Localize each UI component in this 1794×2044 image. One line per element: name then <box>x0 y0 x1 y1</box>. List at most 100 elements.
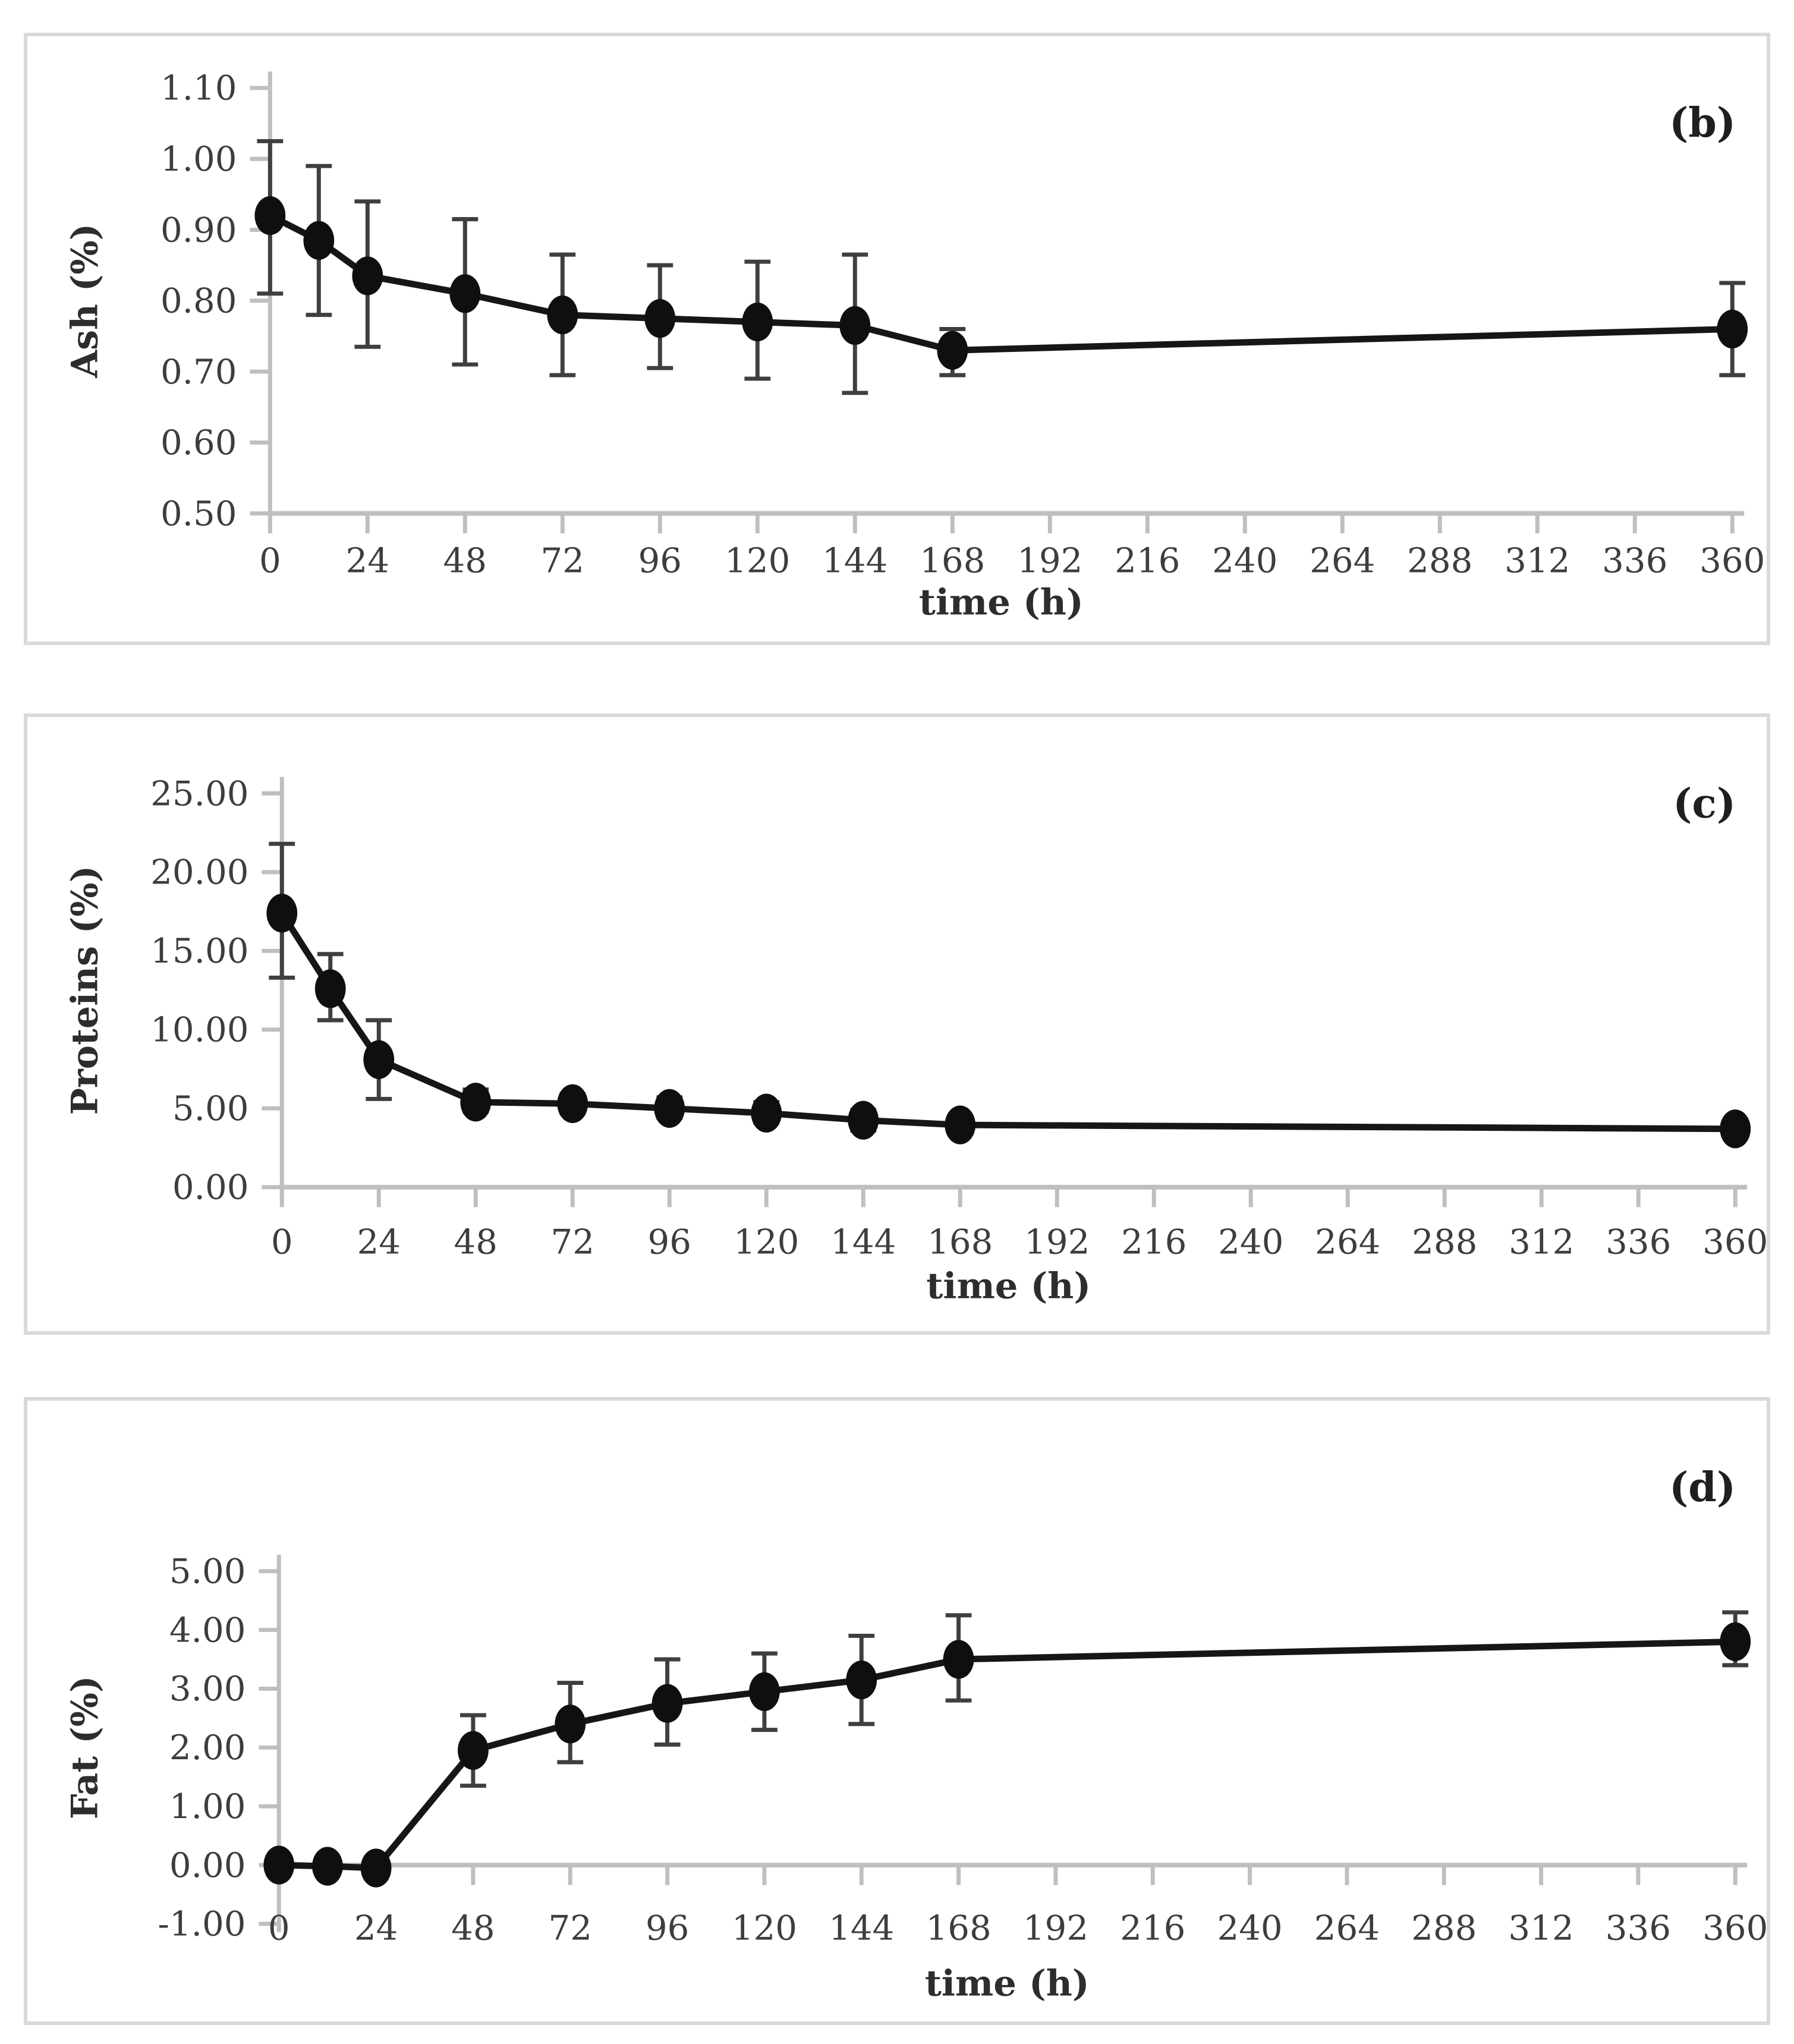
chart-b-y-axis-title: Ash (%) <box>64 224 106 379</box>
x-tick-label: 360 <box>1702 1908 1767 1948</box>
data-point <box>352 256 383 295</box>
x-tick-label: 264 <box>1314 1908 1380 1948</box>
x-tick-label: 168 <box>920 541 985 581</box>
data-point <box>303 221 335 260</box>
x-tick-label: 0 <box>271 1222 293 1262</box>
chart-d-x-axis: 0 24 48 72 96 120 144 168 192 216 240 264 288 312 336 3… <box>268 1863 1767 1948</box>
chart-c: 0.00 5.00 10.00 15.00 20.00 25.00 0 24 48 72 96 120… <box>64 773 1767 1307</box>
x-tick-label: 192 <box>1023 1908 1088 1948</box>
chart-b-markers <box>254 196 1748 370</box>
chart-c-markers <box>266 894 1751 1149</box>
x-tick-label: 144 <box>829 1908 894 1948</box>
x-tick-label: 312 <box>1508 1908 1573 1948</box>
x-tick-label: 48 <box>451 1908 495 1948</box>
chart-b-y-axis: 0.50 0.60 0.70 0.80 0.90 1.00 1.10 <box>160 68 272 534</box>
panel-proteins: 0.00 5.00 10.00 15.00 20.00 25.00 0 24 48 72 96 120… <box>24 713 1770 1335</box>
data-point <box>751 1093 782 1133</box>
data-point <box>839 306 871 345</box>
y-tick-label: 1.00 <box>160 139 237 179</box>
y-tick-label: 20.00 <box>150 853 248 892</box>
data-point <box>848 1100 879 1140</box>
chart-b-error-bars <box>257 139 1746 395</box>
data-point <box>651 1684 683 1723</box>
chart-c-y-axis-title: Proteins (%) <box>64 866 106 1115</box>
x-tick-label: 144 <box>822 541 887 581</box>
x-tick-label: 336 <box>1602 541 1667 581</box>
y-tick-label: 5.00 <box>169 1552 246 1592</box>
panel-fat: -1.00 0.00 1.00 2.00 3.00 4.00 5.00 0 24 48 72 96 12… <box>24 1397 1770 2025</box>
x-tick-label: 96 <box>638 541 682 581</box>
x-tick-label: 24 <box>354 1908 398 1948</box>
data-point <box>312 1847 343 1886</box>
x-tick-label: 0 <box>268 1908 290 1948</box>
data-point <box>449 274 481 313</box>
panel-c-letter: (c) <box>1673 780 1736 828</box>
x-tick-label: 192 <box>1024 1222 1090 1262</box>
x-tick-label: 192 <box>1017 541 1082 581</box>
x-tick-label: 336 <box>1606 1908 1671 1948</box>
x-tick-label: 96 <box>646 1908 690 1948</box>
chart-c-y-axis: 0.00 5.00 10.00 15.00 20.00 25.00 <box>150 773 284 1207</box>
y-tick-label: 5.00 <box>172 1089 249 1128</box>
x-tick-label: 120 <box>732 1908 797 1948</box>
x-tick-label: 240 <box>1212 541 1277 581</box>
chart-d-y-axis: -1.00 0.00 1.00 2.00 3.00 4.00 5.00 <box>158 1552 281 1944</box>
y-tick-label: 15.00 <box>150 931 248 971</box>
x-tick-label: 24 <box>357 1222 400 1262</box>
chart-b-x-axis-title: time (h) <box>919 581 1084 624</box>
y-tick-label: 1.10 <box>160 68 237 108</box>
x-tick-label: 48 <box>454 1222 497 1262</box>
x-tick-label: 264 <box>1310 541 1375 581</box>
data-point <box>1720 1622 1751 1661</box>
chart-d-x-axis-title: time (h) <box>925 1963 1090 2005</box>
chart-b-x-axis: 0 24 48 72 96 120 144 168 192 216 240 264 288 312 336 3… <box>259 511 1765 581</box>
panel-b-letter: (b) <box>1669 99 1736 147</box>
y-tick-label: 0.00 <box>172 1168 249 1207</box>
x-tick-label: 144 <box>830 1222 896 1262</box>
x-tick-label: 288 <box>1412 1222 1477 1262</box>
x-tick-label: 312 <box>1505 541 1570 581</box>
data-point <box>458 1731 489 1770</box>
x-tick-label: 72 <box>541 541 584 581</box>
y-tick-label: 0.00 <box>169 1845 246 1885</box>
y-tick-label: 0.50 <box>160 494 237 534</box>
x-tick-label: 48 <box>443 541 487 581</box>
x-tick-label: 240 <box>1217 1908 1282 1948</box>
chart-d-series-line <box>279 1638 1736 1872</box>
y-tick-label: 0.70 <box>160 352 237 392</box>
chart-b: 0.50 0.60 0.70 0.80 0.90 1.00 1.10 0 24 48 72 96 120… <box>64 68 1765 624</box>
x-tick-label: 264 <box>1315 1222 1380 1262</box>
chart-c-x-axis-title: time (h) <box>926 1265 1091 1307</box>
data-point <box>742 302 773 342</box>
x-tick-label: 216 <box>1115 541 1180 581</box>
y-tick-label: 3.00 <box>169 1669 246 1709</box>
data-point <box>263 1845 295 1885</box>
x-tick-label: 216 <box>1120 1908 1185 1948</box>
data-point <box>1717 309 1748 349</box>
data-point <box>314 969 346 1008</box>
data-point <box>1720 1109 1751 1149</box>
data-point <box>943 1640 974 1679</box>
x-tick-label: 360 <box>1699 541 1765 581</box>
x-tick-label: 120 <box>734 1222 799 1262</box>
chart-c-x-axis: 0 24 48 72 96 120 144 168 192 216 240 264 288 312 336 3… <box>271 1184 1767 1262</box>
data-point <box>937 331 968 370</box>
data-point <box>460 1083 492 1122</box>
x-tick-label: 120 <box>725 541 790 581</box>
x-tick-label: 312 <box>1509 1222 1574 1262</box>
x-tick-label: 24 <box>346 541 389 581</box>
x-tick-label: 288 <box>1407 541 1472 581</box>
y-tick-label: 0.90 <box>160 210 237 250</box>
y-tick-label: 1.00 <box>169 1787 246 1826</box>
x-tick-label: 72 <box>550 1222 594 1262</box>
data-point <box>363 1040 395 1079</box>
y-tick-label: 10.00 <box>150 1010 248 1050</box>
data-point <box>846 1660 877 1700</box>
data-point <box>547 295 578 335</box>
x-tick-label: 0 <box>259 541 281 581</box>
x-tick-label: 360 <box>1702 1222 1767 1262</box>
y-tick-label: 4.00 <box>169 1611 246 1650</box>
x-tick-label: 336 <box>1606 1222 1671 1262</box>
x-tick-label: 72 <box>549 1908 593 1948</box>
chart-c-error-bars <box>269 841 974 1136</box>
